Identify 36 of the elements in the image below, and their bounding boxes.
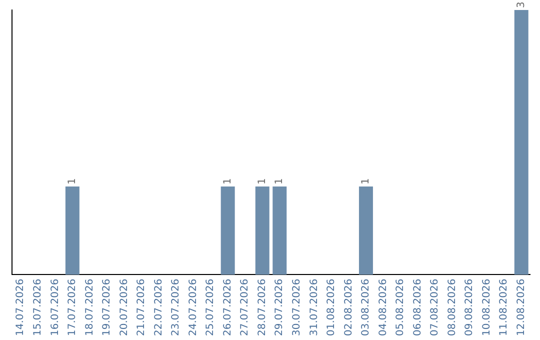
x-tick-label: 16.07.2026 bbox=[50, 278, 61, 336]
x-tick-label: 01.08.2026 bbox=[326, 278, 338, 336]
x-tick-label: 25.07.2026 bbox=[205, 278, 216, 336]
x-tick-label: 12.08.2026 bbox=[516, 278, 527, 336]
x-tick-label: 02.08.2026 bbox=[343, 278, 354, 336]
x-tick-label: 30.07.2026 bbox=[291, 278, 302, 336]
x-tick-label: 03.08.2026 bbox=[360, 278, 372, 336]
x-tick-label: 06.08.2026 bbox=[412, 278, 424, 336]
x-tick-label: 19.07.2026 bbox=[102, 278, 113, 336]
x-tick-label: 28.07.2026 bbox=[256, 278, 268, 336]
x-tick-label: 22.07.2026 bbox=[153, 278, 164, 336]
data-label: 1 bbox=[274, 178, 286, 184]
data-label: 1 bbox=[67, 178, 78, 184]
x-tick-label: 23.07.2026 bbox=[170, 278, 182, 336]
data-label: 1 bbox=[222, 178, 234, 184]
x-tick-label: 11.08.2026 bbox=[498, 278, 510, 336]
x-tick-label: 31.07.2026 bbox=[308, 278, 320, 336]
x-tick-label: 18.07.2026 bbox=[84, 278, 96, 336]
x-tick-label: 29.07.2026 bbox=[274, 278, 286, 336]
data-label: 3 bbox=[516, 2, 527, 8]
data-label: 1 bbox=[256, 178, 268, 184]
x-tick-label: 17.07.2026 bbox=[67, 278, 78, 336]
x-tick-label: 26.07.2026 bbox=[222, 278, 234, 336]
x-tick-label: 04.08.2026 bbox=[378, 278, 389, 336]
x-tick-label: 10.08.2026 bbox=[481, 278, 492, 336]
x-tick-label: 27.07.2026 bbox=[240, 278, 251, 336]
x-tick-label: 21.07.2026 bbox=[136, 278, 148, 336]
x-tick-label: 14.07.2026 bbox=[15, 278, 26, 336]
data-label: 1 bbox=[360, 178, 372, 184]
x-tick-label: 05.08.2026 bbox=[395, 278, 406, 336]
x-tick-label: 15.07.2026 bbox=[32, 278, 44, 336]
x-tick-label: 20.07.2026 bbox=[118, 278, 130, 336]
x-tick-label: 09.08.2026 bbox=[464, 278, 476, 336]
x-tick-label: 24.07.2026 bbox=[188, 278, 199, 336]
x-tick-label: 08.08.2026 bbox=[446, 278, 458, 336]
x-tick-label: 07.08.2026 bbox=[430, 278, 441, 336]
